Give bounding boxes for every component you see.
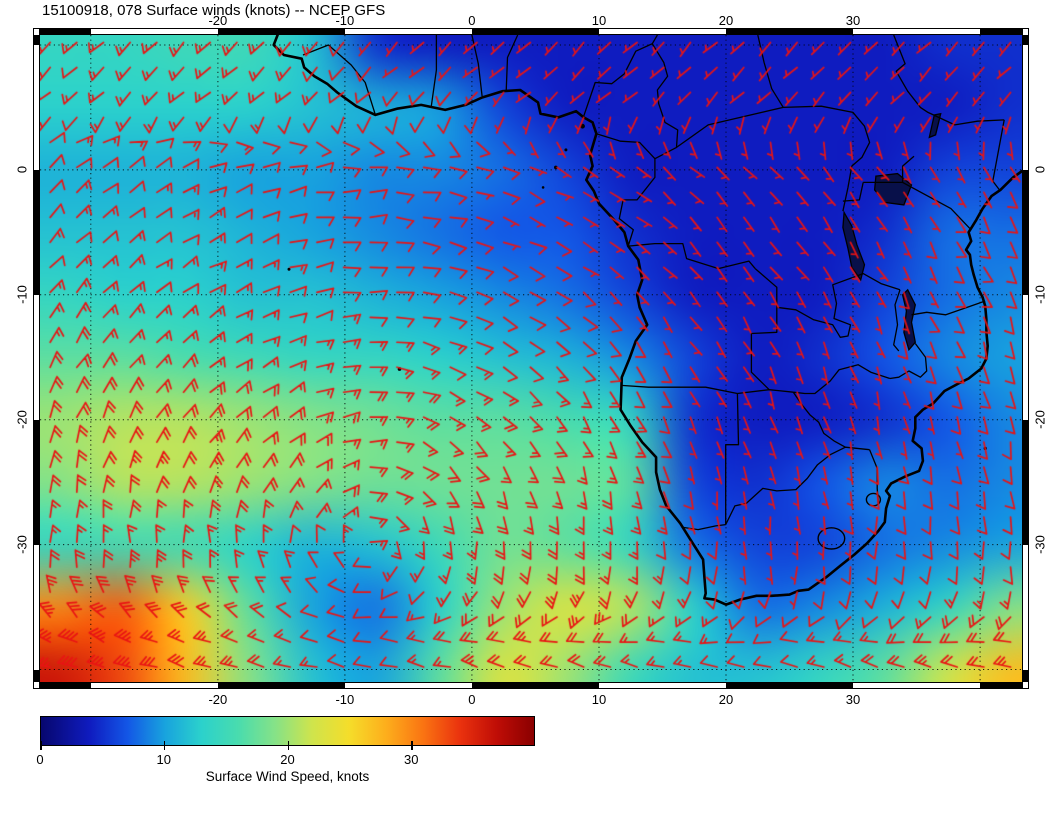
map-plot: [40, 35, 1022, 682]
frame-bottom-segment: [40, 683, 91, 688]
colorbar-tick-mark: [163, 741, 166, 750]
lon-tick-label-bottom: -10: [335, 692, 355, 707]
frame-bottom-segment: [217, 683, 345, 688]
lon-tick-label-bottom: 10: [591, 692, 607, 707]
lon-tick-label-top: 20: [718, 13, 734, 28]
wind-barbs-layer: [40, 35, 1022, 682]
frame-left-segment: [34, 169, 39, 295]
colorbar-tick-label: 20: [280, 752, 295, 767]
lon-tick-label-top: 10: [591, 13, 607, 28]
lon-tick-label-bottom: 30: [845, 692, 861, 707]
lon-tick-label-bottom: -20: [208, 692, 228, 707]
frame-right-segment: [1023, 169, 1028, 295]
colorbar-label: Surface Wind Speed, knots: [205, 769, 370, 784]
frame-left-segment: [34, 419, 39, 545]
frame-left-segment: [34, 35, 39, 45]
frame-top-segment: [40, 29, 91, 34]
colorbar-tick-label: 30: [404, 752, 419, 767]
lon-tick-label-bottom: 20: [718, 692, 734, 707]
lat-tick-label-right: -20: [1032, 409, 1048, 429]
colorbar-tick-mark: [411, 741, 413, 750]
lon-tick-label-top: 30: [845, 13, 861, 28]
frame-right-segment: [1023, 669, 1028, 682]
lat-tick-label-right: -30: [1032, 534, 1048, 554]
lat-tick-label-right: 0: [1032, 165, 1048, 174]
frame-bottom-segment: [471, 683, 599, 688]
lat-tick-label-left: 0: [14, 165, 30, 174]
lon-tick-label-top: -20: [208, 13, 228, 28]
lat-tick-label-left: -20: [14, 409, 30, 429]
colorbar-tick-label: 0: [36, 752, 44, 767]
lon-tick-label-bottom: 0: [468, 692, 476, 707]
frame-top-segment: [217, 29, 345, 34]
frame-right: [1022, 28, 1029, 689]
lat-tick-label-left: -30: [14, 534, 30, 554]
page-title: 15100918, 078 Surface winds (knots) -- N…: [42, 2, 386, 19]
frame-right-segment: [1023, 35, 1028, 45]
lon-tick-label-top: 0: [468, 13, 476, 28]
lat-tick-label-right: -10: [1032, 284, 1048, 304]
frame-bottom-segment: [980, 683, 1022, 688]
colorbar-tick-mark: [40, 741, 42, 750]
frame-left: [33, 28, 40, 689]
frame-right-segment: [1023, 419, 1028, 545]
frame-top-segment: [471, 29, 599, 34]
lat-tick-label-left: -10: [14, 284, 30, 304]
frame-bottom-segment: [726, 683, 853, 688]
frame-left-segment: [34, 669, 39, 682]
frame-top-segment: [980, 29, 1022, 34]
frame-top-segment: [726, 29, 853, 34]
lon-tick-label-top: -10: [335, 13, 355, 28]
colorbar-tick-label: 10: [156, 752, 171, 767]
colorbar-tick-mark: [287, 741, 289, 750]
